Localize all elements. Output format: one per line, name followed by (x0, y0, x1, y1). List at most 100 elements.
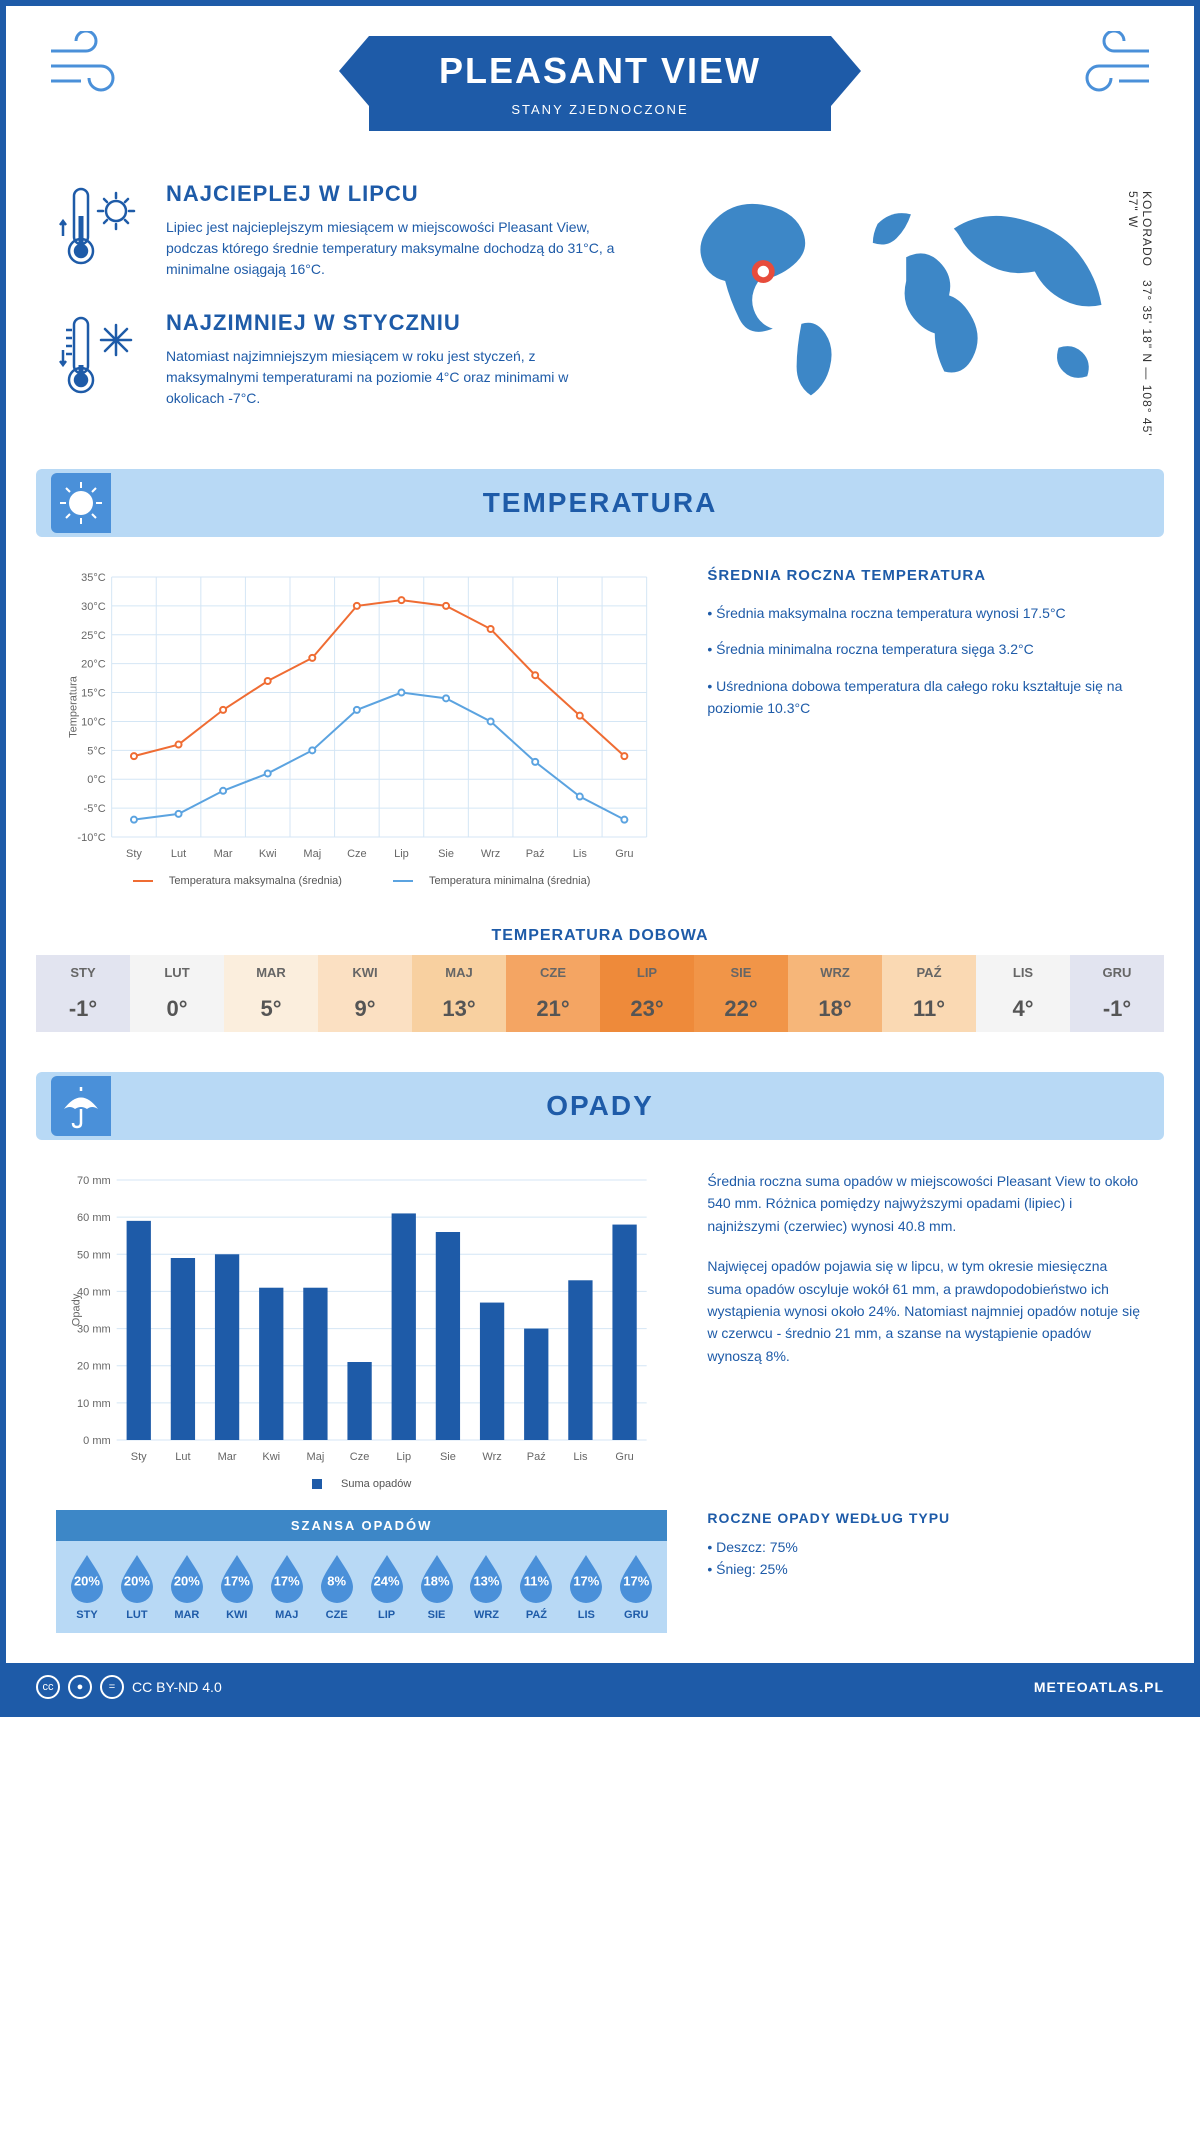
svg-text:Cze: Cze (350, 1451, 370, 1463)
daily-title: TEMPERATURA DOBOWA (6, 927, 1194, 945)
chance-cell: 24%LIP (362, 1553, 412, 1621)
svg-text:0°C: 0°C (87, 774, 106, 786)
svg-text:Lis: Lis (573, 1451, 588, 1463)
svg-text:Gru: Gru (615, 848, 633, 860)
svg-text:Lut: Lut (171, 848, 186, 860)
temp-info-title: ŚREDNIA ROCZNA TEMPERATURA (707, 567, 1144, 584)
chance-cell: 18%SIE (412, 1553, 462, 1621)
svg-text:60 mm: 60 mm (77, 1212, 111, 1224)
daily-cell: MAR5° (224, 955, 318, 1032)
daily-cell: LIS4° (976, 955, 1070, 1032)
svg-text:Sie: Sie (440, 1451, 456, 1463)
svg-text:Paź: Paź (527, 1451, 546, 1463)
daily-cell: GRU-1° (1070, 955, 1164, 1032)
svg-text:Maj: Maj (307, 1451, 325, 1463)
daily-cell: SIE22° (694, 955, 788, 1032)
svg-text:Sty: Sty (131, 1451, 147, 1463)
by-icon: ● (68, 1675, 92, 1699)
svg-text:Opady: Opady (71, 1293, 83, 1326)
sun-icon (51, 473, 111, 533)
svg-text:10 mm: 10 mm (77, 1398, 111, 1410)
svg-text:Kwi: Kwi (262, 1451, 280, 1463)
svg-text:-10°C: -10°C (77, 832, 105, 844)
section-precipitation: OPADY (36, 1072, 1164, 1140)
daily-cell: STY-1° (36, 955, 130, 1032)
daily-cell: KWI9° (318, 955, 412, 1032)
precipitation-chart: 0 mm10 mm20 mm30 mm40 mm50 mm60 mm70 mmS… (56, 1170, 667, 1490)
svg-text:30°C: 30°C (81, 601, 106, 613)
wind-icon (46, 31, 136, 101)
svg-text:Temperatura: Temperatura (68, 675, 80, 738)
svg-text:50 mm: 50 mm (77, 1249, 111, 1261)
svg-text:-5°C: -5°C (84, 803, 106, 815)
svg-text:Maj: Maj (303, 848, 321, 860)
temp-info: ŚREDNIA ROCZNA TEMPERATURA • Średnia mak… (707, 567, 1144, 887)
thermometer-cold-icon (56, 310, 146, 400)
precip-info: Średnia roczna suma opadów w miejscowośc… (707, 1170, 1144, 1490)
svg-text:25°C: 25°C (81, 630, 106, 642)
wind-icon (1064, 31, 1154, 101)
chance-cell: 17%MAJ (262, 1553, 312, 1621)
svg-text:35°C: 35°C (81, 572, 106, 584)
chance-cell: 17%KWI (212, 1553, 262, 1621)
title-banner: PLEASANT VIEW STANY ZJEDNOCZONE (369, 36, 831, 131)
svg-text:20 mm: 20 mm (77, 1361, 111, 1373)
hottest-text: Lipiec jest najcieplejszym miesiącem w m… (166, 217, 628, 280)
section-temperature: TEMPERATURA (36, 469, 1164, 537)
svg-text:Sty: Sty (126, 848, 142, 860)
coordinates: KOLORADO 37° 35' 18" N — 108° 45' 57" W (1126, 191, 1154, 439)
svg-text:Cze: Cze (347, 848, 367, 860)
temp-legend: Temperatura maksymalna (średnia) Tempera… (56, 875, 667, 887)
svg-text:Wrz: Wrz (482, 1451, 501, 1463)
hottest-title: NAJCIEPLEJ W LIPCU (166, 181, 628, 207)
chance-cell: 13%WRZ (462, 1553, 512, 1621)
chance-cell: 20%LUT (112, 1553, 162, 1621)
svg-text:Mar: Mar (218, 1451, 237, 1463)
svg-text:5°C: 5°C (87, 745, 106, 757)
coldest-title: NAJZIMNIEJ W STYCZNIU (166, 310, 628, 336)
svg-text:70 mm: 70 mm (77, 1175, 111, 1187)
chance-title: SZANSA OPADÓW (56, 1510, 667, 1541)
svg-text:Lip: Lip (396, 1451, 411, 1463)
svg-text:20°C: 20°C (81, 659, 106, 671)
daily-cell: MAJ13° (412, 955, 506, 1032)
precip-legend: Suma opadów (56, 1478, 667, 1490)
footer: cc ● = CC BY-ND 4.0 METEOATLAS.PL (6, 1663, 1194, 1711)
precip-by-type: ROCZNE OPADY WEDŁUG TYPU • Deszcz: 75% •… (707, 1510, 1144, 1633)
chance-cell: 11%PAŹ (511, 1553, 561, 1621)
daily-cell: CZE21° (506, 955, 600, 1032)
daily-cell: PAŹ11° (882, 955, 976, 1032)
site-name: METEOATLAS.PL (1034, 1679, 1164, 1695)
svg-text:Lut: Lut (175, 1451, 190, 1463)
chance-cell: 17%GRU (611, 1553, 661, 1621)
svg-text:Lis: Lis (573, 848, 588, 860)
svg-text:10°C: 10°C (81, 716, 106, 728)
daily-cell: LIP23° (600, 955, 694, 1032)
svg-text:Paź: Paź (526, 848, 545, 860)
header: PLEASANT VIEW STANY ZJEDNOCZONE (6, 6, 1194, 151)
page-subtitle: STANY ZJEDNOCZONE (439, 102, 761, 117)
svg-text:Lip: Lip (394, 848, 409, 860)
svg-text:0 mm: 0 mm (83, 1435, 111, 1447)
chance-cell: 17%LIS (561, 1553, 611, 1621)
chance-cell: 20%MAR (162, 1553, 212, 1621)
temperature-chart: -10°C -5°C 0°C 5°C 10°C 15°C 20°C 25°C 30°C 35°C S… (56, 567, 667, 887)
svg-text:15°C: 15°C (81, 688, 106, 700)
daily-cell: WRZ18° (788, 955, 882, 1032)
chance-cell: 8%CZE (312, 1553, 362, 1621)
umbrella-icon (51, 1076, 111, 1136)
svg-text:Gru: Gru (615, 1451, 633, 1463)
hottest-block: NAJCIEPLEJ W LIPCU Lipiec jest najcieple… (56, 181, 628, 280)
svg-text:Kwi: Kwi (259, 848, 277, 860)
map-block: KOLORADO 37° 35' 18" N — 108° 45' 57" W (668, 181, 1144, 439)
svg-text:Wrz: Wrz (481, 848, 500, 860)
license: cc ● = CC BY-ND 4.0 (36, 1675, 222, 1699)
daily-temperature-table: STY-1°LUT0°MAR5°KWI9°MAJ13°CZE21°LIP23°S… (36, 955, 1164, 1032)
coldest-text: Natomiast najzimniejszym miesiącem w rok… (166, 346, 628, 409)
chance-table: 20%STY20%LUT20%MAR17%KWI17%MAJ8%CZE24%LI… (56, 1541, 667, 1633)
coldest-block: NAJZIMNIEJ W STYCZNIU Natomiast najzimni… (56, 310, 628, 409)
thermometer-hot-icon (56, 181, 146, 271)
world-map-icon (668, 181, 1144, 419)
svg-text:Mar: Mar (214, 848, 233, 860)
daily-cell: LUT0° (130, 955, 224, 1032)
